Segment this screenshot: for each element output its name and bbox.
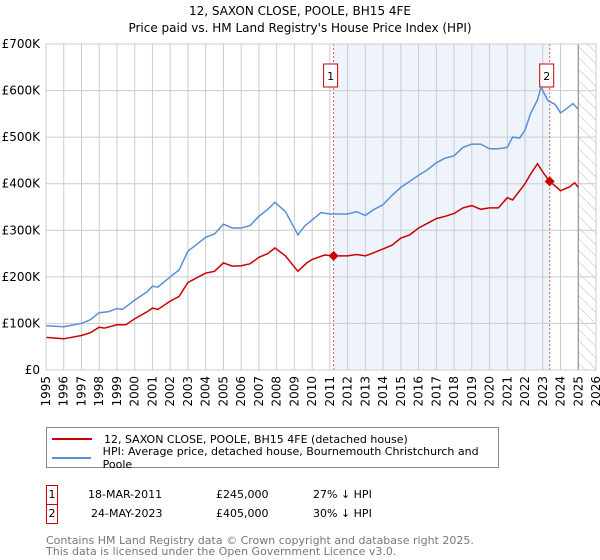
x-tick-label: 2004 bbox=[199, 376, 213, 407]
x-tick-label: 2023 bbox=[536, 376, 550, 407]
x-tick-label: 1999 bbox=[110, 376, 124, 407]
chart-subtitle: Price paid vs. HM Land Registry's House … bbox=[128, 21, 471, 35]
x-tick-label: 2001 bbox=[145, 376, 159, 407]
plot-frame bbox=[45, 43, 597, 371]
sale-point bbox=[328, 250, 339, 261]
y-tick-label: £400K bbox=[2, 177, 42, 191]
sale-marker-badge: 1 bbox=[46, 485, 58, 505]
y-tick-label: £700K bbox=[2, 37, 42, 51]
x-tick-label: 2009 bbox=[287, 376, 301, 407]
x-tick-label: 1997 bbox=[74, 376, 88, 407]
legend-line-red bbox=[52, 438, 92, 440]
legend: 12, SAXON CLOSE, POOLE, BH15 4FE (detach… bbox=[46, 427, 499, 471]
sale-marker-label: 2 bbox=[543, 70, 550, 83]
x-tick-label: 2013 bbox=[358, 376, 372, 407]
footer-licence: This data is licensed under the Open Gov… bbox=[46, 545, 397, 558]
x-tick-label: 2021 bbox=[500, 376, 514, 407]
sale-marker-label: 1 bbox=[327, 70, 334, 83]
x-tick-label: 2016 bbox=[412, 376, 426, 407]
forecast-hatch bbox=[578, 44, 596, 370]
sale-price: £245,000 bbox=[216, 488, 269, 501]
x-tick-label: 2000 bbox=[128, 376, 142, 407]
x-tick-label: 2018 bbox=[447, 376, 461, 407]
x-tick-label: 2005 bbox=[216, 376, 230, 407]
price-chart: 12, SAXON CLOSE, POOLE, BH15 4FE Price p… bbox=[2, 4, 600, 407]
x-tick-label: 2017 bbox=[429, 376, 443, 407]
x-tick-label: 2020 bbox=[483, 376, 497, 407]
legend-line-blue bbox=[52, 457, 91, 459]
legend-item-hpi: HPI: Average price, detached house, Bour… bbox=[52, 445, 498, 471]
x-tick-label: 2022 bbox=[518, 376, 532, 407]
ownership-period-shade bbox=[333, 44, 550, 370]
x-tick-label: 2003 bbox=[181, 376, 195, 407]
x-tick-label: 2026 bbox=[589, 376, 600, 407]
x-tick-label: 2014 bbox=[376, 376, 390, 407]
legend-label: 12, SAXON CLOSE, POOLE, BH15 4FE (detach… bbox=[104, 432, 408, 446]
sale-date: 18-MAR-2011 bbox=[88, 488, 163, 501]
sale-price: £405,000 bbox=[216, 507, 269, 520]
y-tick-label: £300K bbox=[2, 223, 42, 237]
sale-hpi-diff: 30% ↓ HPI bbox=[313, 507, 372, 520]
series-line-property bbox=[45, 162, 579, 340]
x-tick-label: 2015 bbox=[394, 376, 408, 407]
x-tick-label: 2002 bbox=[163, 376, 177, 407]
x-tick-label: 2007 bbox=[252, 376, 266, 407]
sale-date: 24-MAY-2023 bbox=[91, 507, 163, 520]
sale-row: 2 24-MAY-2023 £405,000 30% ↓ HPI bbox=[46, 504, 546, 524]
legend-label: HPI: Average price, detached house, Bour… bbox=[102, 445, 479, 471]
x-tick-label: 2011 bbox=[323, 376, 337, 407]
legend-item-property: 12, SAXON CLOSE, POOLE, BH15 4FE (detach… bbox=[52, 431, 408, 447]
sale-row: 1 18-MAR-2011 £245,000 27% ↓ HPI bbox=[46, 485, 546, 505]
y-tick-label: £600K bbox=[2, 84, 42, 98]
x-tick-label: 2010 bbox=[305, 376, 319, 407]
y-tick-label: £100K bbox=[2, 316, 42, 330]
sale-hpi-diff: 27% ↓ HPI bbox=[313, 488, 372, 501]
chart-title: 12, SAXON CLOSE, POOLE, BH15 4FE bbox=[189, 4, 411, 18]
x-tick-label: 2008 bbox=[270, 376, 284, 407]
y-tick-label: £0 bbox=[25, 363, 40, 377]
x-tick-label: 1995 bbox=[39, 376, 53, 407]
sale-marker-box bbox=[323, 63, 339, 88]
sale-point bbox=[544, 176, 555, 187]
x-tick-label: 2019 bbox=[465, 376, 479, 407]
series-line-hpi bbox=[45, 85, 579, 328]
x-tick-label: 1996 bbox=[57, 376, 71, 407]
footer-copyright: Contains HM Land Registry data © Crown c… bbox=[46, 534, 474, 547]
y-tick-label: £200K bbox=[2, 270, 42, 284]
sale-marker-box bbox=[539, 63, 555, 88]
footer: Contains HM Land Registry data © Crown c… bbox=[46, 535, 474, 557]
x-tick-label: 2006 bbox=[234, 376, 248, 407]
x-tick-label: 2024 bbox=[554, 376, 568, 407]
x-tick-label: 2012 bbox=[341, 376, 355, 407]
y-tick-label: £500K bbox=[2, 130, 42, 144]
x-tick-label: 2025 bbox=[571, 376, 585, 407]
x-tick-label: 1998 bbox=[92, 376, 106, 407]
sale-marker-badge: 2 bbox=[46, 504, 58, 524]
